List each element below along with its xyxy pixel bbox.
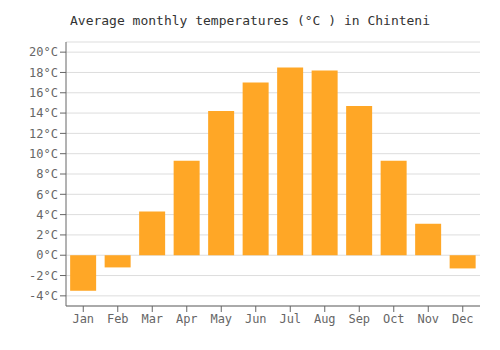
- svg-text:8°C: 8°C: [36, 167, 58, 181]
- svg-text:Apr: Apr: [176, 312, 198, 326]
- svg-text:Nov: Nov: [417, 312, 439, 326]
- svg-text:16°C: 16°C: [29, 86, 58, 100]
- svg-text:Jan: Jan: [72, 312, 94, 326]
- svg-text:6°C: 6°C: [36, 188, 58, 202]
- svg-text:18°C: 18°C: [29, 66, 58, 80]
- svg-text:20°C: 20°C: [29, 45, 58, 59]
- svg-text:Sep: Sep: [348, 312, 370, 326]
- svg-text:14°C: 14°C: [29, 106, 58, 120]
- svg-text:-2°C: -2°C: [29, 269, 58, 283]
- svg-text:Feb: Feb: [107, 312, 129, 326]
- svg-text:0°C: 0°C: [36, 248, 58, 262]
- svg-text:4°C: 4°C: [36, 208, 58, 222]
- svg-text:-4°C: -4°C: [29, 289, 58, 303]
- svg-text:Jul: Jul: [279, 312, 301, 326]
- svg-text:2°C: 2°C: [36, 228, 58, 242]
- svg-text:Dec: Dec: [452, 312, 474, 326]
- svg-text:Oct: Oct: [383, 312, 405, 326]
- html-text:Average monthly temperatures (: Average monthly temperatures (°C ) in Ch…: [70, 13, 430, 28]
- svg-text:May: May: [210, 312, 232, 326]
- svg-text:Jun: Jun: [245, 312, 267, 326]
- svg-text:Mar: Mar: [141, 312, 163, 326]
- svg-text:10°C: 10°C: [29, 147, 58, 161]
- svg-text:12°C: 12°C: [29, 127, 58, 141]
- svg-text:Aug: Aug: [314, 312, 336, 326]
